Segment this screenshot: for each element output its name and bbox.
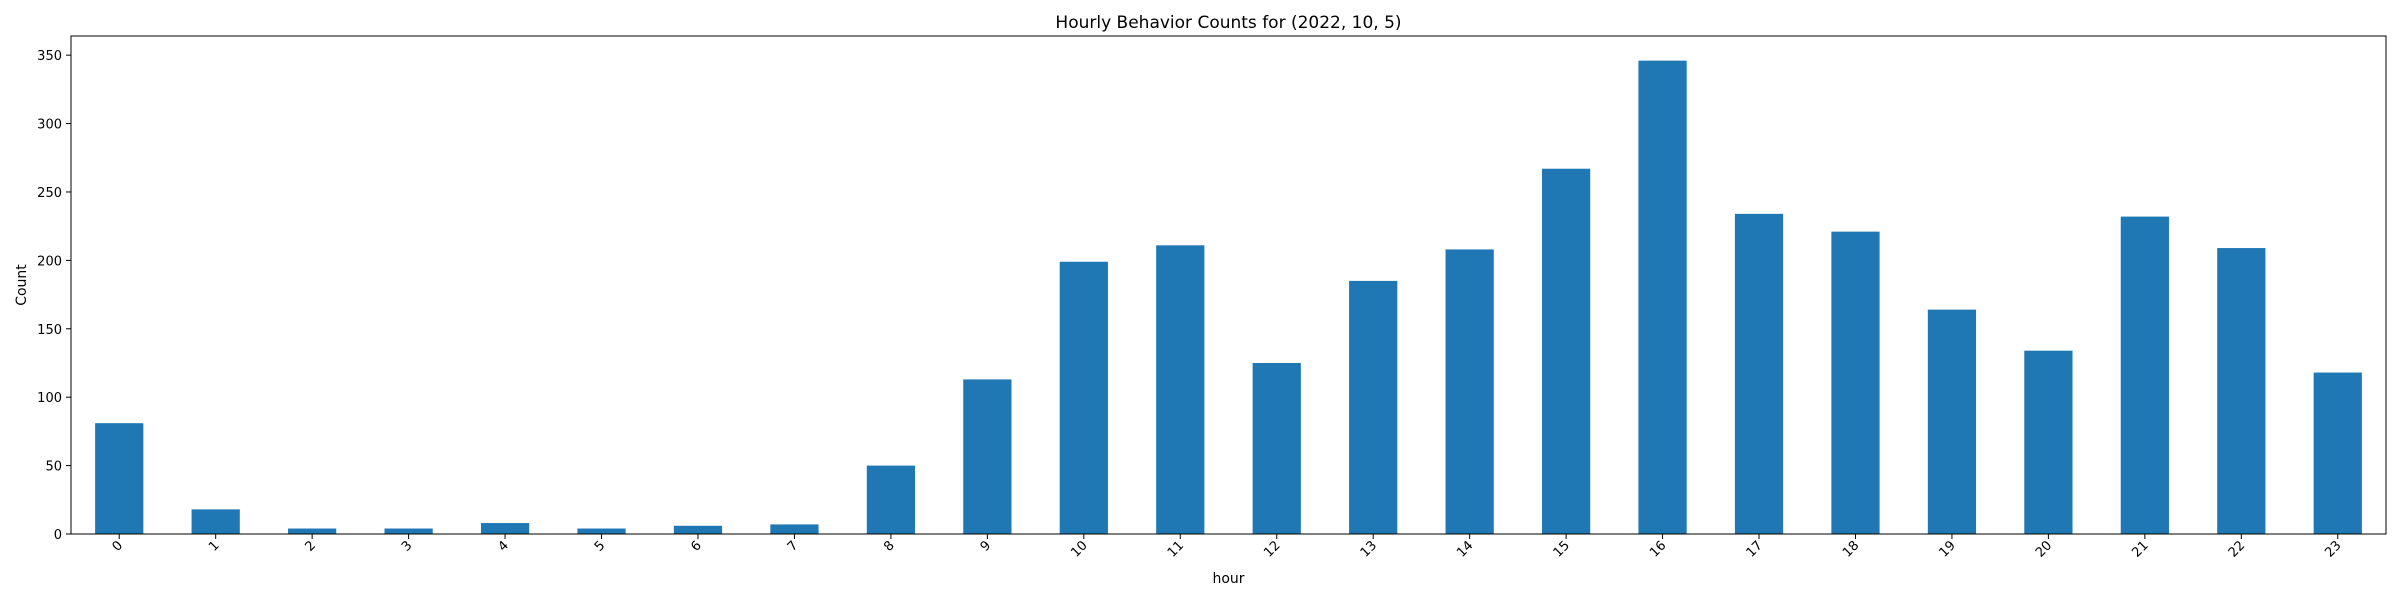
y-tick-label: 100 [37,391,62,406]
x-tick-label: 9 [978,538,994,554]
bar-hour-18 [1831,231,1880,534]
bars-group [95,60,2362,535]
x-tick-label: 13 [1358,538,1380,560]
bar-hour-16 [1638,60,1687,534]
x-tick-label: 12 [1261,538,1283,560]
bar-hour-13 [1349,280,1398,534]
y-tick-label: 50 [45,460,62,475]
y-axis: 0 50 100 150 200 250 300 350 [37,49,71,543]
bar-hour-4 [480,523,530,534]
x-tick-label: 16 [1647,538,1669,560]
bar-hour-1 [191,509,240,534]
y-tick-label: 150 [37,323,62,338]
bar-hour-22 [2217,248,2266,535]
bar-hour-6 [673,525,723,534]
x-tick-label: 22 [2226,538,2248,560]
x-tick-label: 19 [1936,538,1958,560]
x-tick-label: 18 [1840,538,1862,560]
y-tick-label: 0 [54,528,62,543]
x-tick-label: 15 [1551,538,1573,560]
x-axis: 0 1 2 3 4 5 6 7 8 9 10 11 12 13 14 15 16 17 18 19 20 21 22 23 [110,534,2345,561]
y-tick-label: 350 [37,49,62,64]
x-tick-label: 10 [1068,538,1090,560]
x-tick-label: 8 [881,538,897,554]
y-tick-label: 300 [37,118,62,133]
bar-hour-0 [95,423,144,534]
bar-hour-19 [1927,309,1977,534]
x-tick-label: 7 [785,538,801,554]
bar-hour-9 [963,379,1012,534]
x-tick-label: 1 [206,538,222,554]
bar-hour-10 [1059,261,1108,534]
bar-hour-2 [288,528,337,534]
bar-hour-23 [2313,372,2362,534]
y-tick-label: 250 [37,186,62,201]
x-tick-label: 20 [2033,538,2055,560]
x-tick-label: 3 [399,538,415,554]
bar-hour-15 [1541,168,1591,534]
x-tick-label: 6 [688,538,704,554]
x-tick-label: 0 [110,538,126,554]
x-tick-label: 17 [1744,538,1766,560]
bar-hour-8 [866,465,916,534]
bar-hour-20 [2024,350,2073,534]
x-tick-label: 14 [1454,538,1476,560]
chart-title: Hourly Behavior Counts for (2022, 10, 5) [1055,13,1401,33]
x-tick-label: 11 [1165,538,1187,560]
bar-hour-3 [384,528,433,534]
x-tick-label: 23 [2322,538,2344,560]
plot-frame [70,35,2387,535]
bar-hour-12 [1252,362,1301,534]
x-axis-label: hour [1212,571,1244,587]
x-tick-label: 4 [495,538,511,554]
x-tick-label: 5 [592,538,608,554]
bar-hour-14 [1445,249,1494,534]
bar-hour-11 [1156,245,1205,535]
bar-hour-5 [577,528,626,534]
x-tick-label: 2 [303,538,319,554]
y-axis-label: Count [14,264,30,306]
y-tick-label: 200 [37,254,62,269]
bar-hour-21 [2120,216,2169,535]
bar-hour-7 [770,524,819,534]
x-tick-label: 21 [2129,538,2151,560]
bar-hour-17 [1734,213,1784,534]
